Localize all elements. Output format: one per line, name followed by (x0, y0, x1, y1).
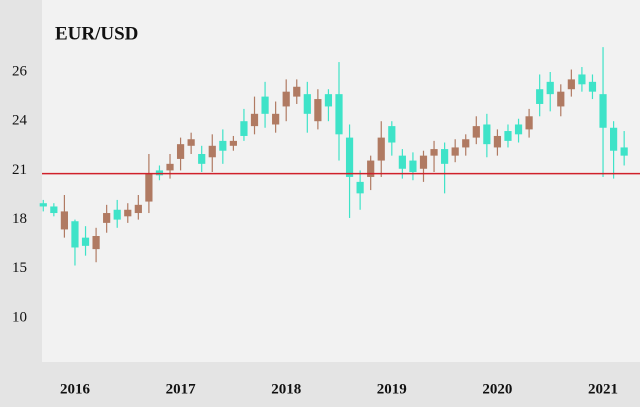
candle-body (50, 206, 58, 214)
x-tick-label: 2021 (588, 381, 618, 397)
candle-body (176, 144, 185, 159)
candle-body (419, 155, 428, 169)
candle-body (462, 139, 470, 148)
candle-body (356, 181, 364, 194)
y-tick-label: 10 (12, 309, 27, 325)
y-tick-label: 26 (12, 63, 28, 79)
candle-body (187, 139, 195, 146)
x-tick-label: 2017 (166, 381, 197, 397)
candle-body (314, 99, 322, 122)
candle-body (536, 89, 544, 104)
candle-body (578, 74, 586, 85)
candle-body (345, 137, 354, 177)
candle-body (525, 116, 533, 130)
candle-body (261, 96, 269, 114)
candle-body (441, 149, 449, 164)
candle-body (103, 213, 111, 223)
chart-title: EUR/USD (55, 23, 138, 44)
candle-body (145, 173, 153, 202)
y-tick-label: 18 (12, 211, 27, 227)
candle-body (409, 160, 417, 173)
candle-body (240, 121, 248, 136)
candle-body (282, 91, 290, 107)
candle-body (124, 209, 132, 217)
candle-body (324, 94, 333, 107)
candle-body (134, 204, 142, 214)
candle-body (430, 149, 438, 156)
candle-body (398, 155, 406, 169)
candle-body (609, 127, 618, 151)
candle-body (546, 81, 554, 95)
x-tick-label: 2016 (60, 381, 91, 397)
candle-body (451, 147, 459, 156)
candle-body (599, 94, 607, 128)
candle-body (250, 113, 259, 127)
candle-body (335, 94, 343, 135)
candle-body (483, 124, 491, 145)
candle-body (71, 221, 79, 248)
candle-body (166, 163, 174, 171)
y-tick-label: 15 (12, 260, 27, 276)
candle-body (588, 81, 597, 92)
x-tick-label: 2019 (377, 381, 407, 397)
candle-body (60, 211, 69, 230)
candle-body (567, 79, 575, 90)
candle-body (198, 154, 206, 164)
candle-body (504, 131, 512, 141)
candle-body (367, 160, 375, 177)
candle-body (514, 124, 523, 135)
candle-body (208, 145, 216, 158)
candle-body (493, 135, 502, 148)
y-tick-label: 24 (12, 113, 28, 129)
candle-body (92, 236, 100, 250)
x-tick-label: 2018 (271, 381, 301, 397)
plot-area (42, 0, 640, 362)
candle-body (219, 140, 227, 151)
candle-body (293, 86, 301, 97)
candle-body (388, 126, 396, 143)
candle-body (472, 126, 480, 138)
candle-body (557, 91, 565, 107)
candle-body (229, 140, 237, 146)
candle-body (303, 94, 311, 114)
y-tick-label: 21 (12, 162, 27, 178)
x-tick-label: 2020 (482, 381, 512, 397)
candle-body (272, 113, 280, 125)
candle-body (113, 209, 121, 220)
candle-body (155, 170, 164, 176)
candle-body (81, 237, 90, 246)
candle-body (620, 147, 628, 156)
candle-body (377, 137, 385, 161)
candle-body (39, 203, 47, 207)
